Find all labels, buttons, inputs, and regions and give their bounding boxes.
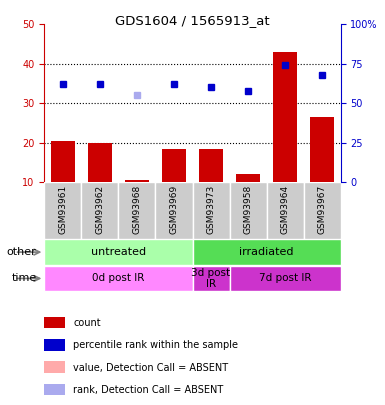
Bar [44, 182, 81, 239]
Bar [44, 266, 192, 291]
Text: rank, Detection Call = ABSENT: rank, Detection Call = ABSENT [73, 385, 223, 395]
Text: irradiated: irradiated [239, 247, 294, 257]
Bar [192, 266, 229, 291]
Bar [44, 239, 192, 265]
Text: GDS1604 / 1565913_at: GDS1604 / 1565913_at [115, 14, 270, 27]
Text: GSM93961: GSM93961 [58, 185, 67, 234]
Text: GSM93958: GSM93958 [244, 185, 253, 234]
Bar [156, 182, 192, 239]
Bar [51, 141, 75, 182]
Text: GSM93962: GSM93962 [95, 185, 104, 234]
Bar [44, 361, 65, 373]
Bar [192, 182, 229, 239]
Bar [229, 266, 341, 291]
Bar [199, 149, 223, 182]
Bar [88, 143, 112, 182]
Text: count: count [73, 318, 101, 328]
Text: GSM93968: GSM93968 [132, 185, 141, 234]
Bar [310, 117, 334, 182]
Text: percentile rank within the sample: percentile rank within the sample [73, 340, 238, 350]
Bar [125, 180, 149, 182]
Bar [267, 182, 304, 239]
Bar [192, 239, 341, 265]
Bar [81, 182, 119, 239]
Bar [304, 182, 341, 239]
Text: GSM93967: GSM93967 [318, 185, 327, 234]
Bar [119, 182, 156, 239]
Bar [44, 339, 65, 351]
Bar [229, 182, 266, 239]
Text: 7d post IR: 7d post IR [259, 273, 311, 283]
Text: GSM93964: GSM93964 [281, 185, 290, 234]
Bar [273, 52, 297, 182]
Text: 0d post IR: 0d post IR [92, 273, 145, 283]
Text: GSM93973: GSM93973 [206, 185, 216, 234]
Bar [236, 174, 260, 182]
Text: other: other [7, 247, 37, 257]
Text: value, Detection Call = ABSENT: value, Detection Call = ABSENT [73, 362, 228, 373]
Bar [162, 149, 186, 182]
Text: 3d post
IR: 3d post IR [191, 268, 231, 289]
Text: time: time [11, 273, 37, 283]
Bar [44, 317, 65, 328]
Bar [44, 384, 65, 395]
Text: untreated: untreated [91, 247, 146, 257]
Text: GSM93969: GSM93969 [169, 185, 179, 234]
